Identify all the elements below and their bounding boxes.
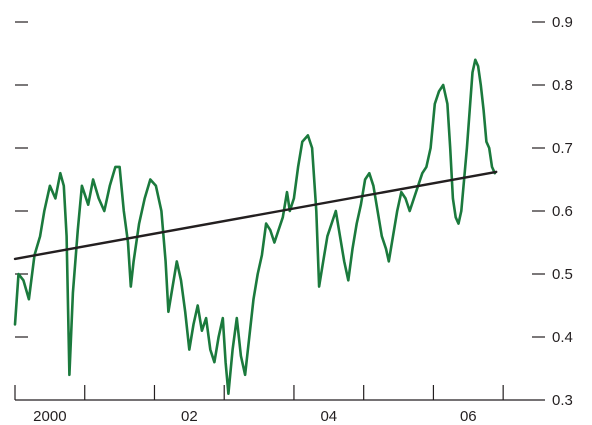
y-tick-label: 0.8 [552, 77, 573, 94]
y-tick-label: 0.9 [552, 14, 573, 31]
right-y-axis: 0.3 0.4 0.5 0.6 0.7 0.8 0.9 [532, 14, 573, 409]
y-tick-label: 0.6 [552, 203, 573, 220]
x-axis: 2000 02 04 06 [14, 385, 545, 425]
y-tick-label: 0.3 [552, 392, 573, 409]
x-tick-label: 2000 [33, 408, 66, 425]
y-tick-label: 0.5 [552, 266, 573, 283]
left-tick-marks [15, 21, 28, 338]
x-tick-label: 04 [320, 408, 337, 425]
x-tick-label: 02 [181, 408, 198, 425]
x-tick-label: 06 [460, 408, 477, 425]
trend-line [13, 170, 498, 261]
series-line [13, 58, 497, 395]
y-tick-label: 0.7 [552, 140, 573, 157]
y-tick-label: 0.4 [552, 329, 573, 346]
plot-area [13, 58, 498, 395]
